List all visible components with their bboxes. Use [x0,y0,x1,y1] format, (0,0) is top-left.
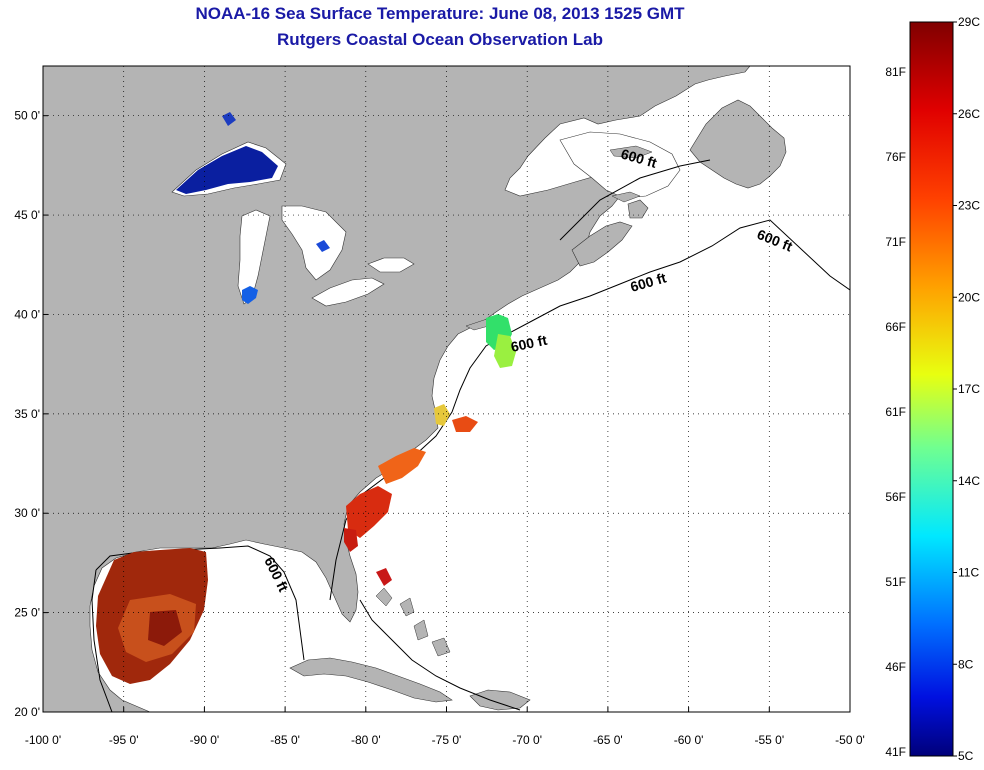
land-newfoundland [689,99,787,189]
colorbar-celsius-label: 5C [958,749,974,763]
sst-coastal-swath [344,314,516,586]
colorbar-celsius-label: 23C [958,199,980,213]
isobath-label: 600 ft [509,332,548,355]
lat-tick-label: 35 0' [14,407,40,421]
lon-tick-label: -65 0' [593,733,623,747]
colorbar-celsius-label: 26C [958,107,980,121]
land-cuba [289,657,453,703]
lat-tick-label: 45 0' [14,208,40,222]
lon-tick-label: -50 0' [835,733,865,747]
colorbar-celsius-label: 8C [958,657,974,671]
land-hispaniola [469,689,531,711]
lon-tick-label: -85 0' [270,733,300,747]
land-anticosti [609,145,653,159]
isobath-600ft [91,159,850,712]
land-north-america [43,66,751,712]
colorbar-fahrenheit-label: 66F [885,320,906,334]
colorbar-gradient [909,21,954,757]
lon-tick-label: -55 0' [754,733,784,747]
colorbar-celsius-label: 14C [958,474,980,488]
map-subtitle: Rutgers Coastal Ocean Observation Lab [277,30,603,49]
colorbar-celsius-label: 20C [958,290,980,304]
lon-tick-label: -75 0' [432,733,462,747]
colorbar-fahrenheit-label: 81F [885,65,906,79]
lake-of-woods-temperature [222,112,236,126]
lon-tick-label: -60 0' [674,733,704,747]
lake-erie [311,277,385,307]
colorbar-fahrenheit-label: 71F [885,235,906,249]
colorbar-fahrenheit-label: 76F [885,150,906,164]
land-pei [611,191,641,203]
map-title: NOAA-16 Sea Surface Temperature: June 08… [195,4,685,23]
colorbar-fahrenheit-label: 41F [885,745,906,759]
lat-tick-label: 50 0' [14,109,40,123]
lake-michigan [237,209,271,305]
gulf-st-lawrence [559,131,681,199]
lon-tick-label: -70 0' [512,733,542,747]
lat-tick-label: 20 0' [14,705,40,719]
lon-tick-label: -95 0' [109,733,139,747]
colorbar-fahrenheit-label: 61F [885,405,906,419]
land-cape-breton [627,199,649,219]
colorbar-fahrenheit-label: 46F [885,660,906,674]
lake-michigan-temperature [242,286,258,304]
lon-tick-label: -100 0' [25,733,61,747]
lat-tick-label: 25 0' [14,606,40,620]
land-bahamas [375,587,451,657]
colorbar-celsius-label: 29C [958,15,980,29]
colorbar-fahrenheit-label: 51F [885,575,906,589]
lake-huron [281,205,347,281]
lon-tick-label: -80 0' [351,733,381,747]
map-frame [42,65,851,713]
colorbar-fahrenheit-label: 56F [885,490,906,504]
lat-tick-label: 40 0' [14,307,40,321]
lon-tick-label: -90 0' [190,733,220,747]
land-nova-scotia [571,221,633,267]
lake-superior-temperature [176,146,278,194]
lake-huron-temperature [316,240,330,252]
colorbar-celsius-label: 11C [958,566,979,580]
colorbar-celsius-label: 17C [958,382,980,396]
lat-tick-label: 30 0' [14,506,40,520]
lake-ontario [367,257,415,273]
